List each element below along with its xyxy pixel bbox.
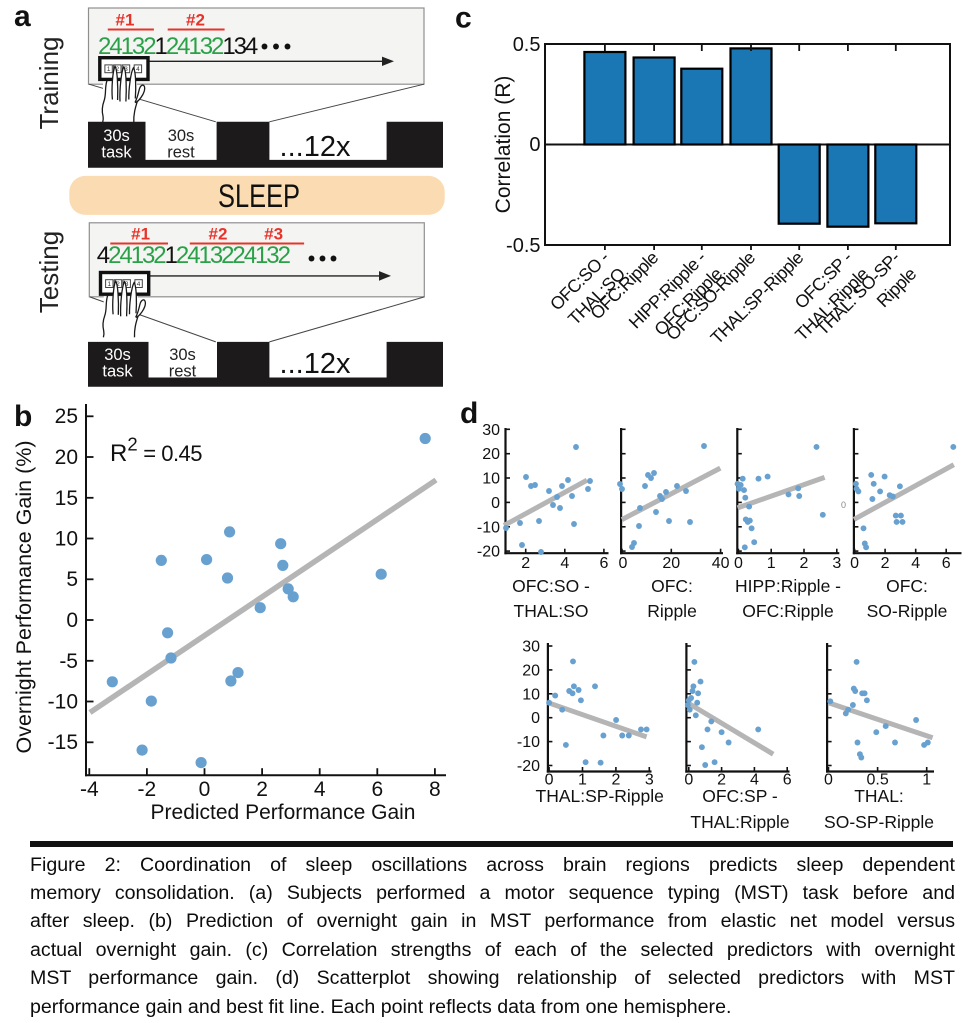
svg-text:0: 0 xyxy=(684,772,693,789)
svg-text:30s: 30s xyxy=(169,346,196,364)
svg-text:6: 6 xyxy=(783,772,792,789)
svg-text:rest: rest xyxy=(169,363,197,381)
svg-text:OFC:SP -: OFC:SP - xyxy=(702,786,778,806)
svg-text:25: 25 xyxy=(55,405,78,428)
svg-text:Correlation (R): Correlation (R) xyxy=(492,76,515,214)
svg-text:Overnight Performance Gain (%): Overnight Performance Gain (%) xyxy=(12,440,36,753)
svg-text:0: 0 xyxy=(199,778,211,801)
svg-text:15: 15 xyxy=(55,487,78,510)
svg-text:Testing: Testing xyxy=(34,231,64,313)
svg-text:4: 4 xyxy=(314,778,326,801)
svg-text:0: 0 xyxy=(824,772,833,789)
svg-text:-10: -10 xyxy=(517,734,540,751)
svg-text:3: 3 xyxy=(832,555,841,572)
svg-text:OFC:SO -: OFC:SO - xyxy=(512,576,590,596)
svg-text:-10: -10 xyxy=(477,519,500,536)
svg-text:30s: 30s xyxy=(104,346,131,364)
svg-text:0: 0 xyxy=(545,772,554,789)
svg-text:0.5: 0.5 xyxy=(513,34,541,56)
svg-text:0: 0 xyxy=(850,555,859,572)
svg-text:8: 8 xyxy=(429,778,441,801)
svg-text:30: 30 xyxy=(482,422,500,439)
svg-text:Ripple: Ripple xyxy=(647,601,697,621)
svg-text:0: 0 xyxy=(66,609,78,632)
svg-text:THAL:Ripple: THAL:Ripple xyxy=(690,812,789,832)
svg-text:#2: #2 xyxy=(209,225,228,244)
svg-text:THAL:: THAL: xyxy=(854,786,904,806)
svg-text:6: 6 xyxy=(942,555,951,572)
svg-text:...12x: ...12x xyxy=(280,348,351,380)
svg-text:...12x: ...12x xyxy=(280,131,351,163)
svg-text:1: 1 xyxy=(767,555,776,572)
svg-text:10: 10 xyxy=(482,471,500,488)
svg-text:b: b xyxy=(14,400,32,433)
svg-text:3: 3 xyxy=(645,772,654,789)
svg-text:2: 2 xyxy=(717,772,726,789)
svg-text:2: 2 xyxy=(521,555,530,572)
svg-text:Predicted Performance Gain: Predicted Performance Gain xyxy=(151,801,416,824)
svg-text:2: 2 xyxy=(256,778,268,801)
svg-text:-2: -2 xyxy=(138,778,157,801)
svg-text:4: 4 xyxy=(911,555,920,572)
svg-text:-10: -10 xyxy=(48,691,78,714)
svg-text:6: 6 xyxy=(371,778,383,801)
svg-text:d: d xyxy=(460,397,478,430)
svg-text:THAL:SO: THAL:SO xyxy=(514,601,589,621)
svg-text:task: task xyxy=(102,363,133,381)
svg-text:10: 10 xyxy=(55,528,78,551)
svg-text:R2 = 0.45: R2 = 0.45 xyxy=(110,434,202,468)
svg-text:SO-Ripple: SO-Ripple xyxy=(867,601,948,621)
svg-text:0: 0 xyxy=(529,134,540,156)
svg-text:2: 2 xyxy=(611,772,620,789)
svg-text:6: 6 xyxy=(599,555,608,572)
svg-text:task: task xyxy=(101,144,132,162)
svg-text:20: 20 xyxy=(522,662,540,679)
svg-text:0: 0 xyxy=(531,710,540,727)
svg-text:0: 0 xyxy=(491,495,500,512)
svg-text:30: 30 xyxy=(522,639,540,656)
svg-text:0: 0 xyxy=(734,555,743,572)
svg-text:42413212413224132: 42413212413224132 xyxy=(97,242,291,269)
svg-text:20: 20 xyxy=(662,555,680,572)
svg-text:4: 4 xyxy=(560,555,569,572)
svg-text:-4: -4 xyxy=(80,778,99,801)
svg-text:-5: -5 xyxy=(59,650,78,673)
svg-text:a: a xyxy=(14,0,31,33)
svg-text:rest: rest xyxy=(167,144,195,162)
svg-text:OFC:Ripple: OFC:Ripple xyxy=(742,601,833,621)
svg-text:SLEEP: SLEEP xyxy=(218,178,300,214)
svg-text:SO-SP-Ripple: SO-SP-Ripple xyxy=(824,812,934,832)
svg-text:OFC:: OFC: xyxy=(651,576,693,596)
svg-text:4: 4 xyxy=(750,772,759,789)
svg-text:-15: -15 xyxy=(48,731,78,754)
svg-text:2: 2 xyxy=(800,555,809,572)
svg-text:Training: Training xyxy=(34,37,64,130)
svg-text:1: 1 xyxy=(922,772,931,789)
svg-text:30s: 30s xyxy=(168,127,195,145)
svg-text:0.5: 0.5 xyxy=(866,772,888,789)
svg-text:40: 40 xyxy=(712,555,730,572)
svg-text:THAL:SP-Ripple: THAL:SP-Ripple xyxy=(536,786,664,806)
svg-text:1: 1 xyxy=(578,772,587,789)
svg-text:c: c xyxy=(455,2,472,35)
svg-text:HIPP:Ripple -: HIPP:Ripple - xyxy=(735,576,841,596)
svg-text:OFC:: OFC: xyxy=(886,576,928,596)
svg-text:#1: #1 xyxy=(131,225,150,244)
svg-text:10: 10 xyxy=(522,686,540,703)
svg-text:0: 0 xyxy=(619,555,628,572)
svg-text:-0.5: -0.5 xyxy=(506,235,540,257)
svg-text:-20: -20 xyxy=(477,544,500,561)
svg-text:20: 20 xyxy=(55,446,78,469)
svg-text:#1: #1 xyxy=(116,11,135,30)
svg-text:20: 20 xyxy=(482,446,500,463)
svg-text:24132124132134: 24132124132134 xyxy=(98,33,258,60)
svg-text:5: 5 xyxy=(66,568,78,591)
svg-text:30s: 30s xyxy=(103,127,130,145)
svg-text:#2: #2 xyxy=(186,11,205,30)
svg-text:#3: #3 xyxy=(264,225,283,244)
svg-text:2: 2 xyxy=(881,555,890,572)
svg-text:0: 0 xyxy=(841,500,846,510)
svg-text:-20: -20 xyxy=(517,758,540,775)
